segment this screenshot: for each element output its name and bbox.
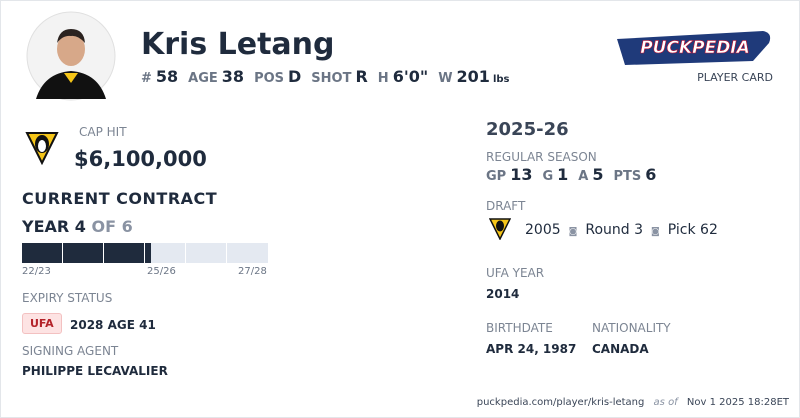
stat-value: 58: [155, 67, 179, 86]
draft-round: Round 3: [585, 222, 644, 238]
year: YEAR 4: [22, 217, 86, 236]
team-logo: [489, 218, 511, 240]
ufa-year-label: UFA YEAR: [486, 266, 545, 280]
stat-value: 38: [221, 67, 245, 86]
agent: PHILIPPE LECAVALIER: [22, 364, 168, 378]
bar-label: 25/26: [147, 266, 176, 277]
expiry-badge: UFA: [22, 313, 62, 334]
avatar: [26, 11, 116, 101]
stat-value: 1: [557, 165, 569, 184]
stat-value: 6'0": [392, 67, 429, 86]
url[interactable]: puckpedia.com/player/kris-letang: [476, 397, 645, 408]
expiry-detail: 2028 AGE 41: [70, 318, 156, 332]
bar-label: 22/23: [22, 266, 51, 277]
bar-segment: [63, 243, 103, 263]
player-stats: #58 AGE 38 POS D SHOT R H 6'0" W 201 lbs: [141, 67, 513, 86]
brand-name: PUCKPEDIA: [640, 38, 750, 58]
stat-value: R: [355, 67, 368, 86]
stat-label: POS: [254, 71, 285, 86]
season-stats: GP 13 G 1 A 5 PTS 6: [486, 165, 666, 184]
timestamp: Nov 1 2025 18:28ET: [686, 397, 789, 408]
stat-label: A: [578, 169, 589, 184]
ufa-year: 2014: [486, 287, 520, 301]
draft-label: DRAFT: [486, 199, 526, 213]
stat-value: 13: [510, 165, 533, 184]
stat-label: SHOT: [311, 71, 352, 86]
stat-label: PTS: [613, 169, 642, 184]
cap-hit: $6,100,000: [74, 147, 207, 171]
bar-segment: [104, 243, 144, 263]
bar-segment: [22, 243, 62, 263]
draft-pick: Pick 62: [667, 222, 718, 238]
cap-hit-label: CAP HIT: [79, 125, 127, 139]
stat-unit: lbs: [492, 74, 510, 85]
brand-logo: PUCKPEDIA: [617, 31, 771, 65]
season-subtitle: REGULAR SEASON: [486, 150, 597, 164]
contract-year: YEAR 4 OF 6: [22, 217, 133, 236]
stat-value: 5: [592, 165, 604, 184]
stat-value: D: [288, 67, 302, 86]
player-name: Kris Letang: [141, 27, 335, 62]
bar-segment: [145, 243, 185, 263]
draft-info: 2005 ◙ Round 3 ◙ Pick 62: [525, 222, 718, 238]
as-of: as of: [653, 397, 678, 408]
of-total: OF 6: [91, 217, 133, 236]
expiry-label: EXPIRY STATUS: [22, 291, 113, 305]
nationality-label: NATIONALITY: [592, 321, 671, 335]
stat-label: AGE: [188, 71, 218, 86]
bar-segment: [227, 243, 268, 263]
nationality: CANADA: [592, 342, 649, 356]
footer: puckpedia.com/player/kris-letang as of N…: [477, 397, 789, 408]
stat-label: GP: [486, 169, 507, 184]
birthdate: APR 24, 1987: [486, 342, 577, 356]
card-label: PLAYER CARD: [697, 71, 773, 84]
team-logo: [25, 132, 59, 165]
bar-label: 27/28: [238, 266, 267, 277]
stat-label: G: [542, 169, 554, 184]
stat-label: W: [438, 71, 453, 86]
season-title: 2025-26: [486, 119, 569, 140]
agent-label: SIGNING AGENT: [22, 344, 119, 358]
bar-segment: [186, 243, 226, 263]
draft-year: 2005: [525, 222, 561, 238]
contract-title: CURRENT CONTRACT: [22, 189, 218, 208]
stat-label: H: [377, 71, 389, 86]
stat-value: 6: [645, 165, 657, 184]
stat-label: #: [141, 71, 152, 86]
stat-value: 201: [456, 67, 490, 86]
birthdate-label: BIRTHDATE: [486, 321, 553, 335]
